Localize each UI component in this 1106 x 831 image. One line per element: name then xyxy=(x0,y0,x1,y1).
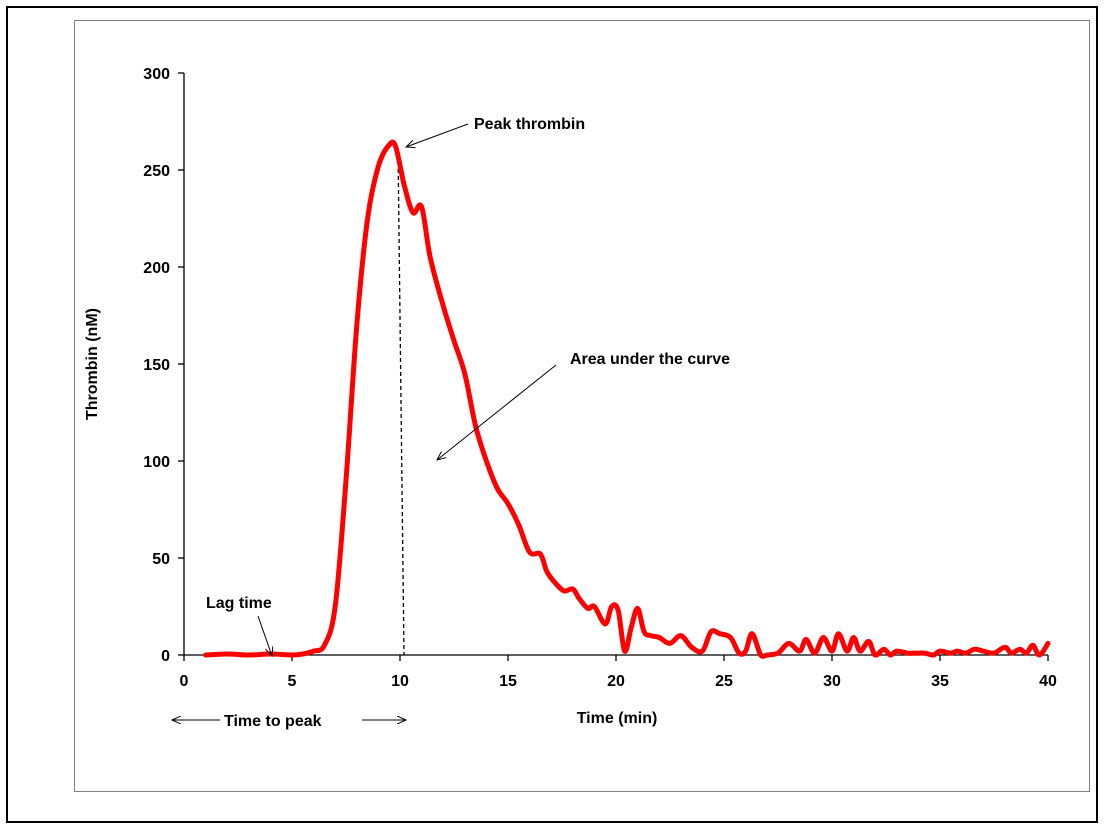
y-tick-label: 250 xyxy=(143,163,170,180)
x-axis-label: Time (min) xyxy=(577,710,658,727)
y-tick-label: 200 xyxy=(143,260,170,277)
peak-time-dashed-line xyxy=(397,147,405,656)
x-tick-label: 35 xyxy=(931,673,949,690)
time-to-peak-label: Time to peak xyxy=(224,713,322,730)
peak-thrombin-label: Peak thrombin xyxy=(474,116,585,133)
x-axis-ticks: 0 5 10 15 20 25 30 35 40 xyxy=(180,655,1057,690)
y-tick-label: 150 xyxy=(143,357,170,374)
lag-time-label: Lag time xyxy=(206,595,272,612)
y-tick-label: 0 xyxy=(161,648,170,665)
x-tick-label: 20 xyxy=(607,673,625,690)
x-tick-label: 10 xyxy=(391,673,409,690)
figure-frame xyxy=(6,6,1098,823)
chart-area-border xyxy=(74,20,1090,792)
x-tick-label: 15 xyxy=(499,673,517,690)
y-tick-label: 300 xyxy=(143,66,170,83)
y-tick-label: 100 xyxy=(143,454,170,471)
thrombin-series-line xyxy=(203,139,1051,659)
auc-arrow xyxy=(437,364,557,460)
x-tick-label: 25 xyxy=(715,673,733,690)
y-axis-ticks: 0 50 100 150 200 250 300 xyxy=(143,66,184,665)
x-tick-label: 30 xyxy=(823,673,841,690)
x-tick-label: 5 xyxy=(288,673,297,690)
area-under-curve-label: Area under the curve xyxy=(570,351,730,368)
lag-time-arrow xyxy=(257,615,272,656)
y-axis-label: Thrombin (nM) xyxy=(84,308,101,420)
x-tick-label: 0 xyxy=(180,673,189,690)
peak-arrow xyxy=(406,123,469,147)
y-tick-label: 50 xyxy=(152,551,170,568)
x-tick-label: 40 xyxy=(1039,673,1057,690)
